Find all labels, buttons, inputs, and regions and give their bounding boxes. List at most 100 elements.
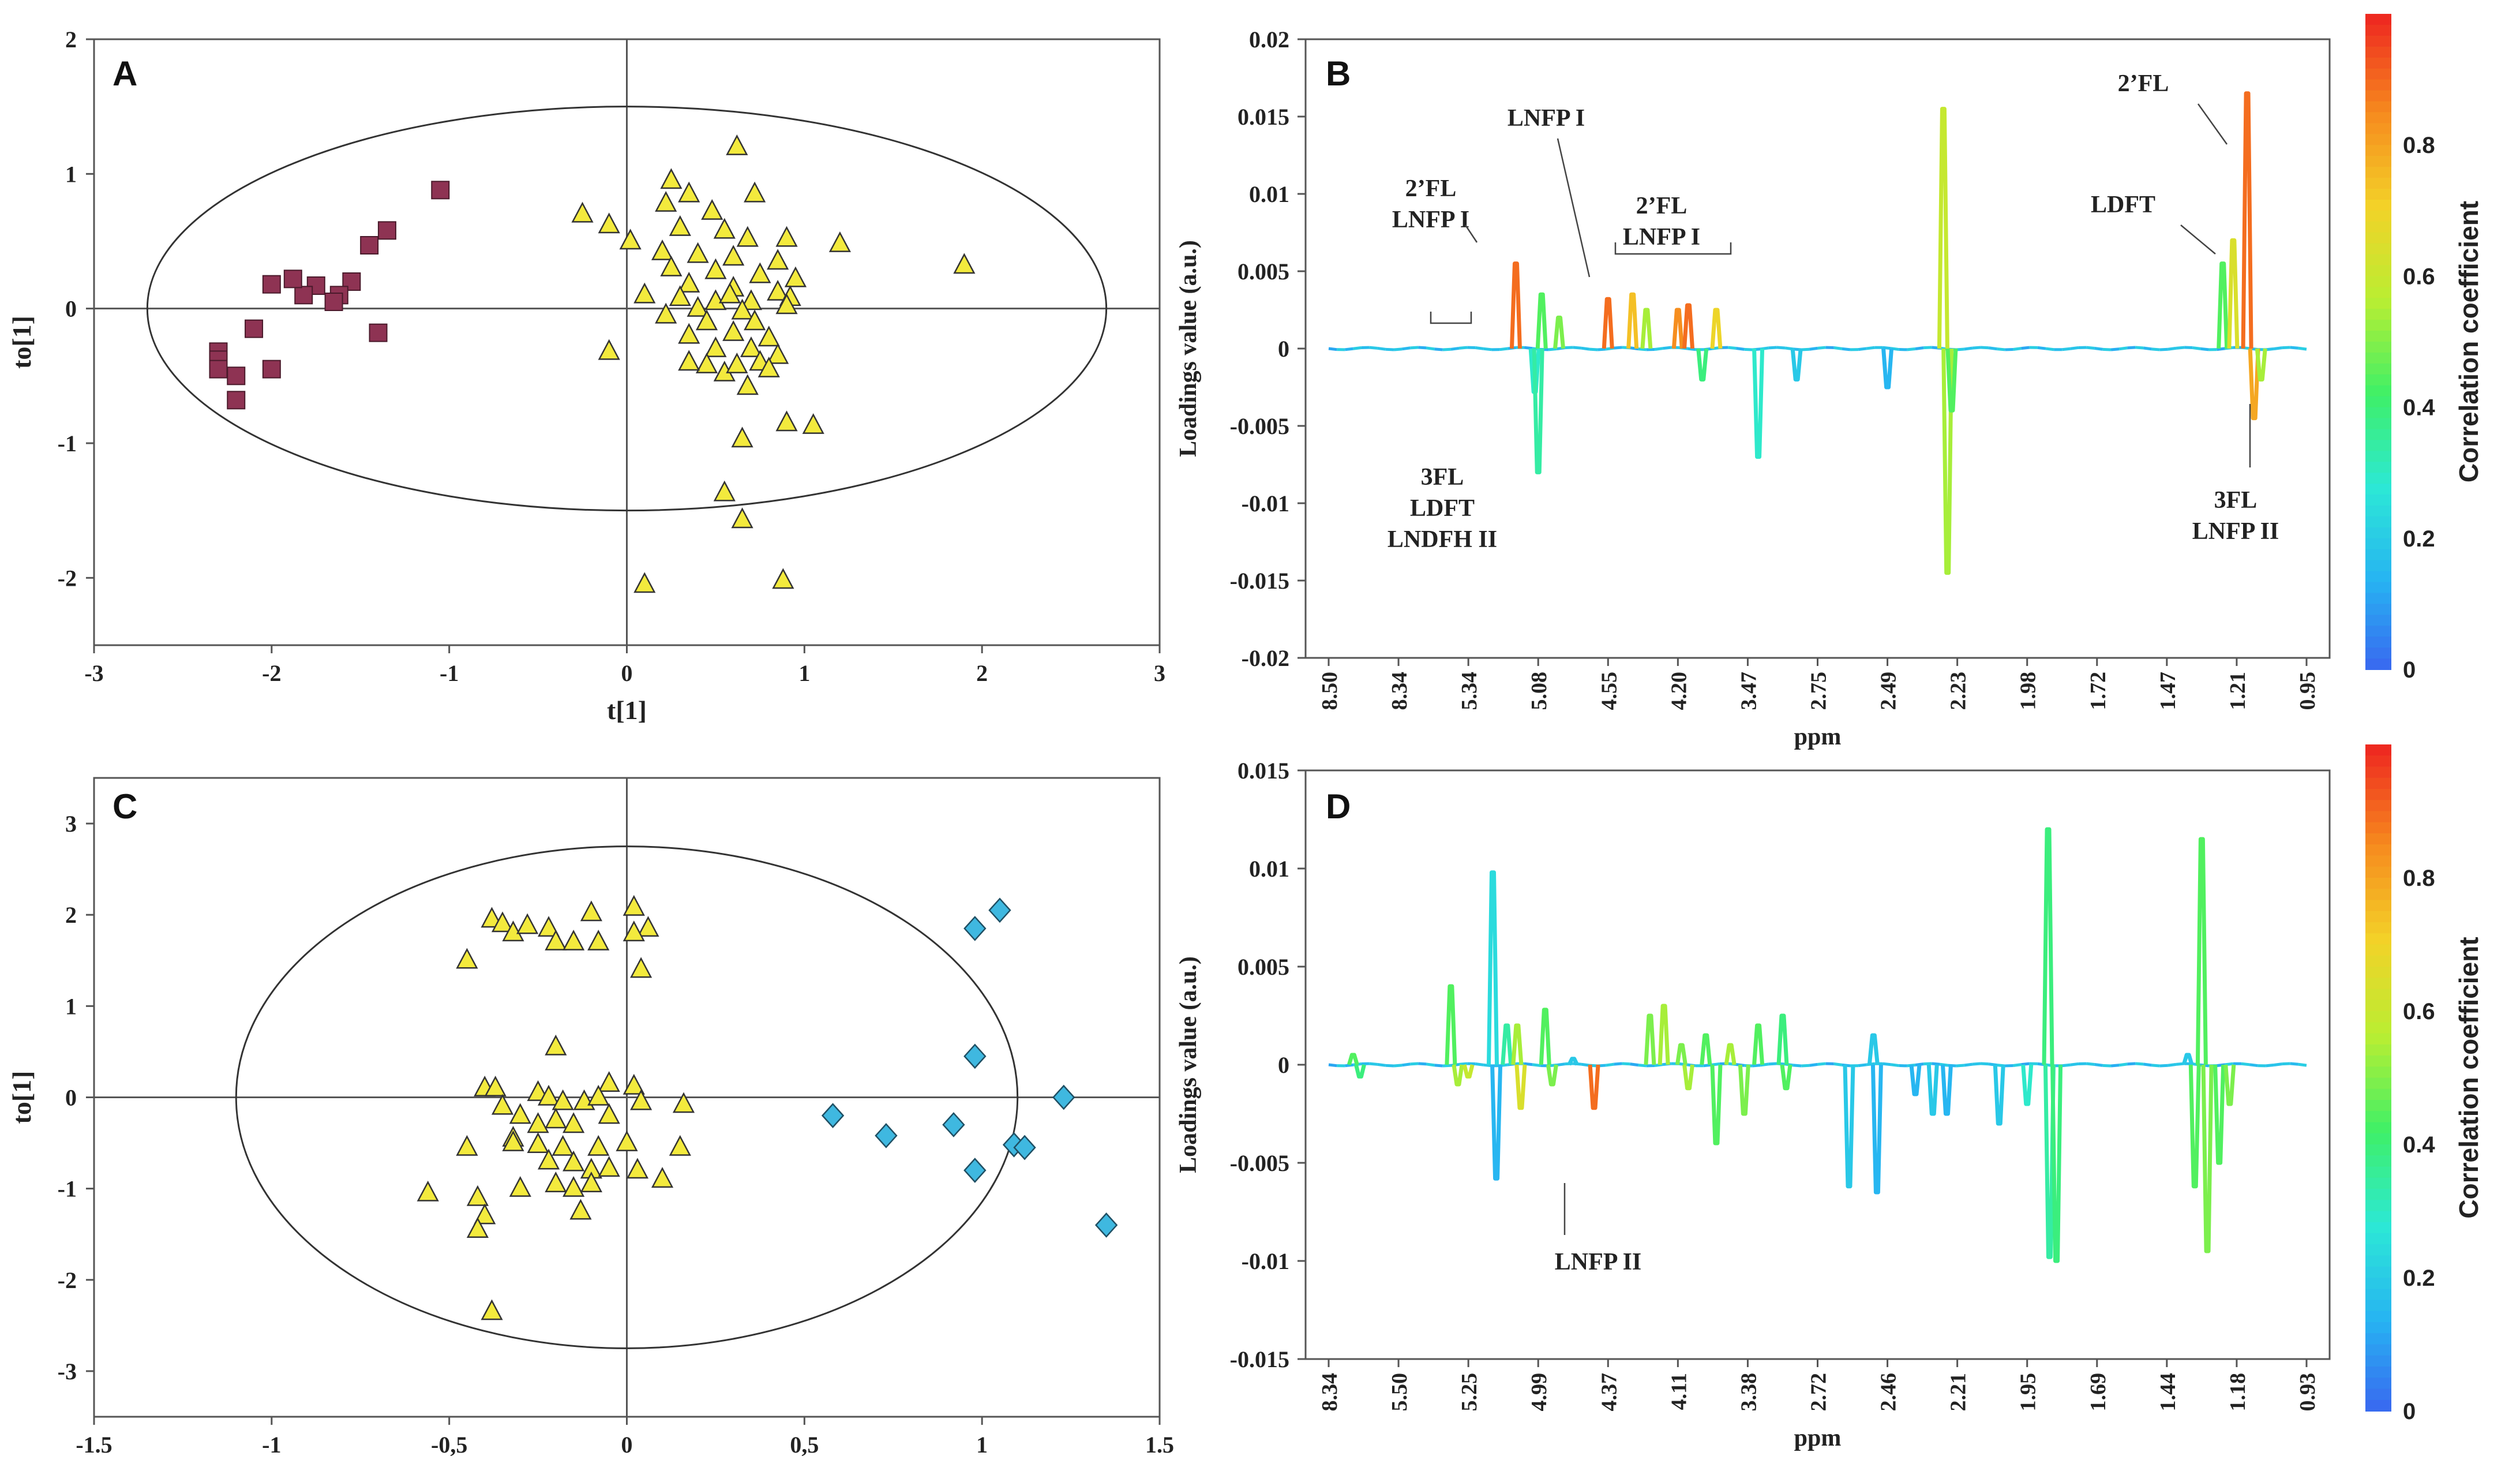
triangle-marker xyxy=(772,568,794,589)
colorbar-segment xyxy=(2365,79,2391,91)
loadings-peak xyxy=(1926,1064,1939,1116)
loadings-baseline xyxy=(2086,346,2095,350)
loadings-peak xyxy=(2248,348,2260,421)
colorbar-tick-label: 0.8 xyxy=(2403,866,2435,891)
loadings-baseline xyxy=(2013,1063,2022,1067)
x-tick-label: 2.21 xyxy=(1947,1373,1971,1412)
x-tick-label: 1.47 xyxy=(2156,672,2180,710)
x-tick-label: 1 xyxy=(798,660,810,686)
loadings-peak xyxy=(1941,348,1954,575)
x-tick-label: 1.98 xyxy=(2016,672,2041,710)
colorbar-segment xyxy=(2365,1144,2391,1156)
colorbar-segment xyxy=(2365,777,2391,789)
colorbar-segment xyxy=(2365,1300,2391,1312)
colorbar-segment xyxy=(2365,800,2391,812)
loadings-peak xyxy=(2241,91,2253,349)
x-tick-label: 2.72 xyxy=(1807,1373,1831,1412)
loadings-baseline xyxy=(1833,346,1843,350)
colorbar-segment xyxy=(2365,418,2391,430)
colorbar-segment xyxy=(2365,789,2391,801)
y-tick-label: -0.01 xyxy=(1242,1248,1289,1274)
loadings-peak xyxy=(2042,827,2054,1065)
loadings-baseline xyxy=(2176,346,2185,350)
colorbar-segment xyxy=(2365,933,2391,945)
loadings-baseline xyxy=(2274,346,2282,350)
loadings-peak xyxy=(2021,1064,2034,1106)
loadings-baseline xyxy=(2168,346,2177,351)
loadings-baseline xyxy=(1915,346,1924,350)
loadings-baseline xyxy=(2282,346,2290,350)
loadings-peak xyxy=(2050,1064,2063,1263)
loadings-baseline xyxy=(2094,347,2103,351)
colorbar-segment xyxy=(2365,560,2391,572)
triangle-marker xyxy=(630,1089,652,1110)
y-tick-label: 0 xyxy=(65,1085,77,1111)
annotation-bracket xyxy=(1430,312,1472,324)
colorbar-segment xyxy=(2365,889,2391,901)
triangle-marker xyxy=(718,282,741,304)
y-tick-label: -1 xyxy=(58,1176,77,1202)
triangle-marker xyxy=(527,1112,549,1133)
loadings-peak xyxy=(1843,1064,1855,1189)
colorbar-segment xyxy=(2365,1166,2391,1178)
square-marker xyxy=(369,323,388,342)
loadings-baseline xyxy=(1589,347,1598,351)
x-tick-label: -3 xyxy=(84,660,103,686)
triangle-marker xyxy=(509,1103,531,1124)
y-tick-label: 0.005 xyxy=(1238,954,1289,980)
colorbar-segment xyxy=(2365,1278,2391,1290)
triangle-marker xyxy=(456,1135,478,1156)
loadings-peak xyxy=(1640,308,1653,349)
loadings-baseline xyxy=(1687,347,1696,351)
triangle-marker xyxy=(678,181,700,203)
x-tick-label: 1.69 xyxy=(2086,1373,2110,1412)
y-tick-label: 0.015 xyxy=(1238,104,1289,130)
loadings-peak xyxy=(1738,1064,1750,1116)
loadings-baseline xyxy=(1988,346,1997,351)
colorbar-segment xyxy=(2365,440,2391,452)
loadings-baseline xyxy=(1434,347,1443,351)
colorbar-segment xyxy=(2365,900,2391,912)
peak-annotation: LNFP I xyxy=(1507,105,1585,132)
triangle-marker xyxy=(775,293,798,315)
x-tick-label: 4.37 xyxy=(1597,1373,1621,1412)
x-tick-label: 0.95 xyxy=(2296,672,2320,710)
square-marker xyxy=(294,286,313,305)
colorbar-segment xyxy=(2365,221,2391,233)
colorbar-segment xyxy=(2365,615,2391,627)
square-marker xyxy=(431,181,450,200)
loadings-baseline xyxy=(1344,347,1353,351)
triangle-marker xyxy=(481,1299,503,1320)
x-tick-label: 2 xyxy=(976,660,988,686)
colorbar-segment xyxy=(2365,967,2391,979)
colorbar-segment xyxy=(2365,363,2391,375)
loadings-baseline xyxy=(2102,347,2112,351)
y-tick-label: -0.015 xyxy=(1230,568,1289,594)
peak-annotation: 2’FL xyxy=(1405,175,1457,202)
loadings-baseline xyxy=(1548,347,1557,351)
triangle-marker xyxy=(767,249,789,270)
loadings-peak xyxy=(2201,1064,2214,1253)
square-marker xyxy=(227,366,246,385)
x-axis-label: t[1] xyxy=(607,1467,647,1471)
loadings-baseline xyxy=(2118,1062,2128,1067)
loadings-baseline xyxy=(2070,1062,2079,1066)
peak-annotation: 3FL xyxy=(1421,464,1464,491)
loadings-baseline xyxy=(1393,347,1402,351)
colorbar-segment xyxy=(2365,811,2391,823)
loadings-baseline xyxy=(1450,346,1460,351)
loadings-peak xyxy=(1511,1023,1524,1065)
colorbar-segment xyxy=(2365,658,2391,670)
loadings-peak xyxy=(1752,1023,1765,1065)
loadings-peak xyxy=(2227,238,2240,349)
x-tick-label: 3.38 xyxy=(1737,1373,1761,1412)
loadings-peak xyxy=(2181,1053,2194,1065)
colorbar-segment xyxy=(2365,1211,2391,1223)
loadings-baseline xyxy=(1401,1062,1411,1067)
loadings-baseline xyxy=(2225,1062,2234,1066)
colorbar-segment xyxy=(2365,243,2391,255)
triangle-marker xyxy=(509,1176,531,1197)
loadings-baseline xyxy=(1956,1064,1964,1068)
loadings-baseline xyxy=(1393,1064,1402,1068)
